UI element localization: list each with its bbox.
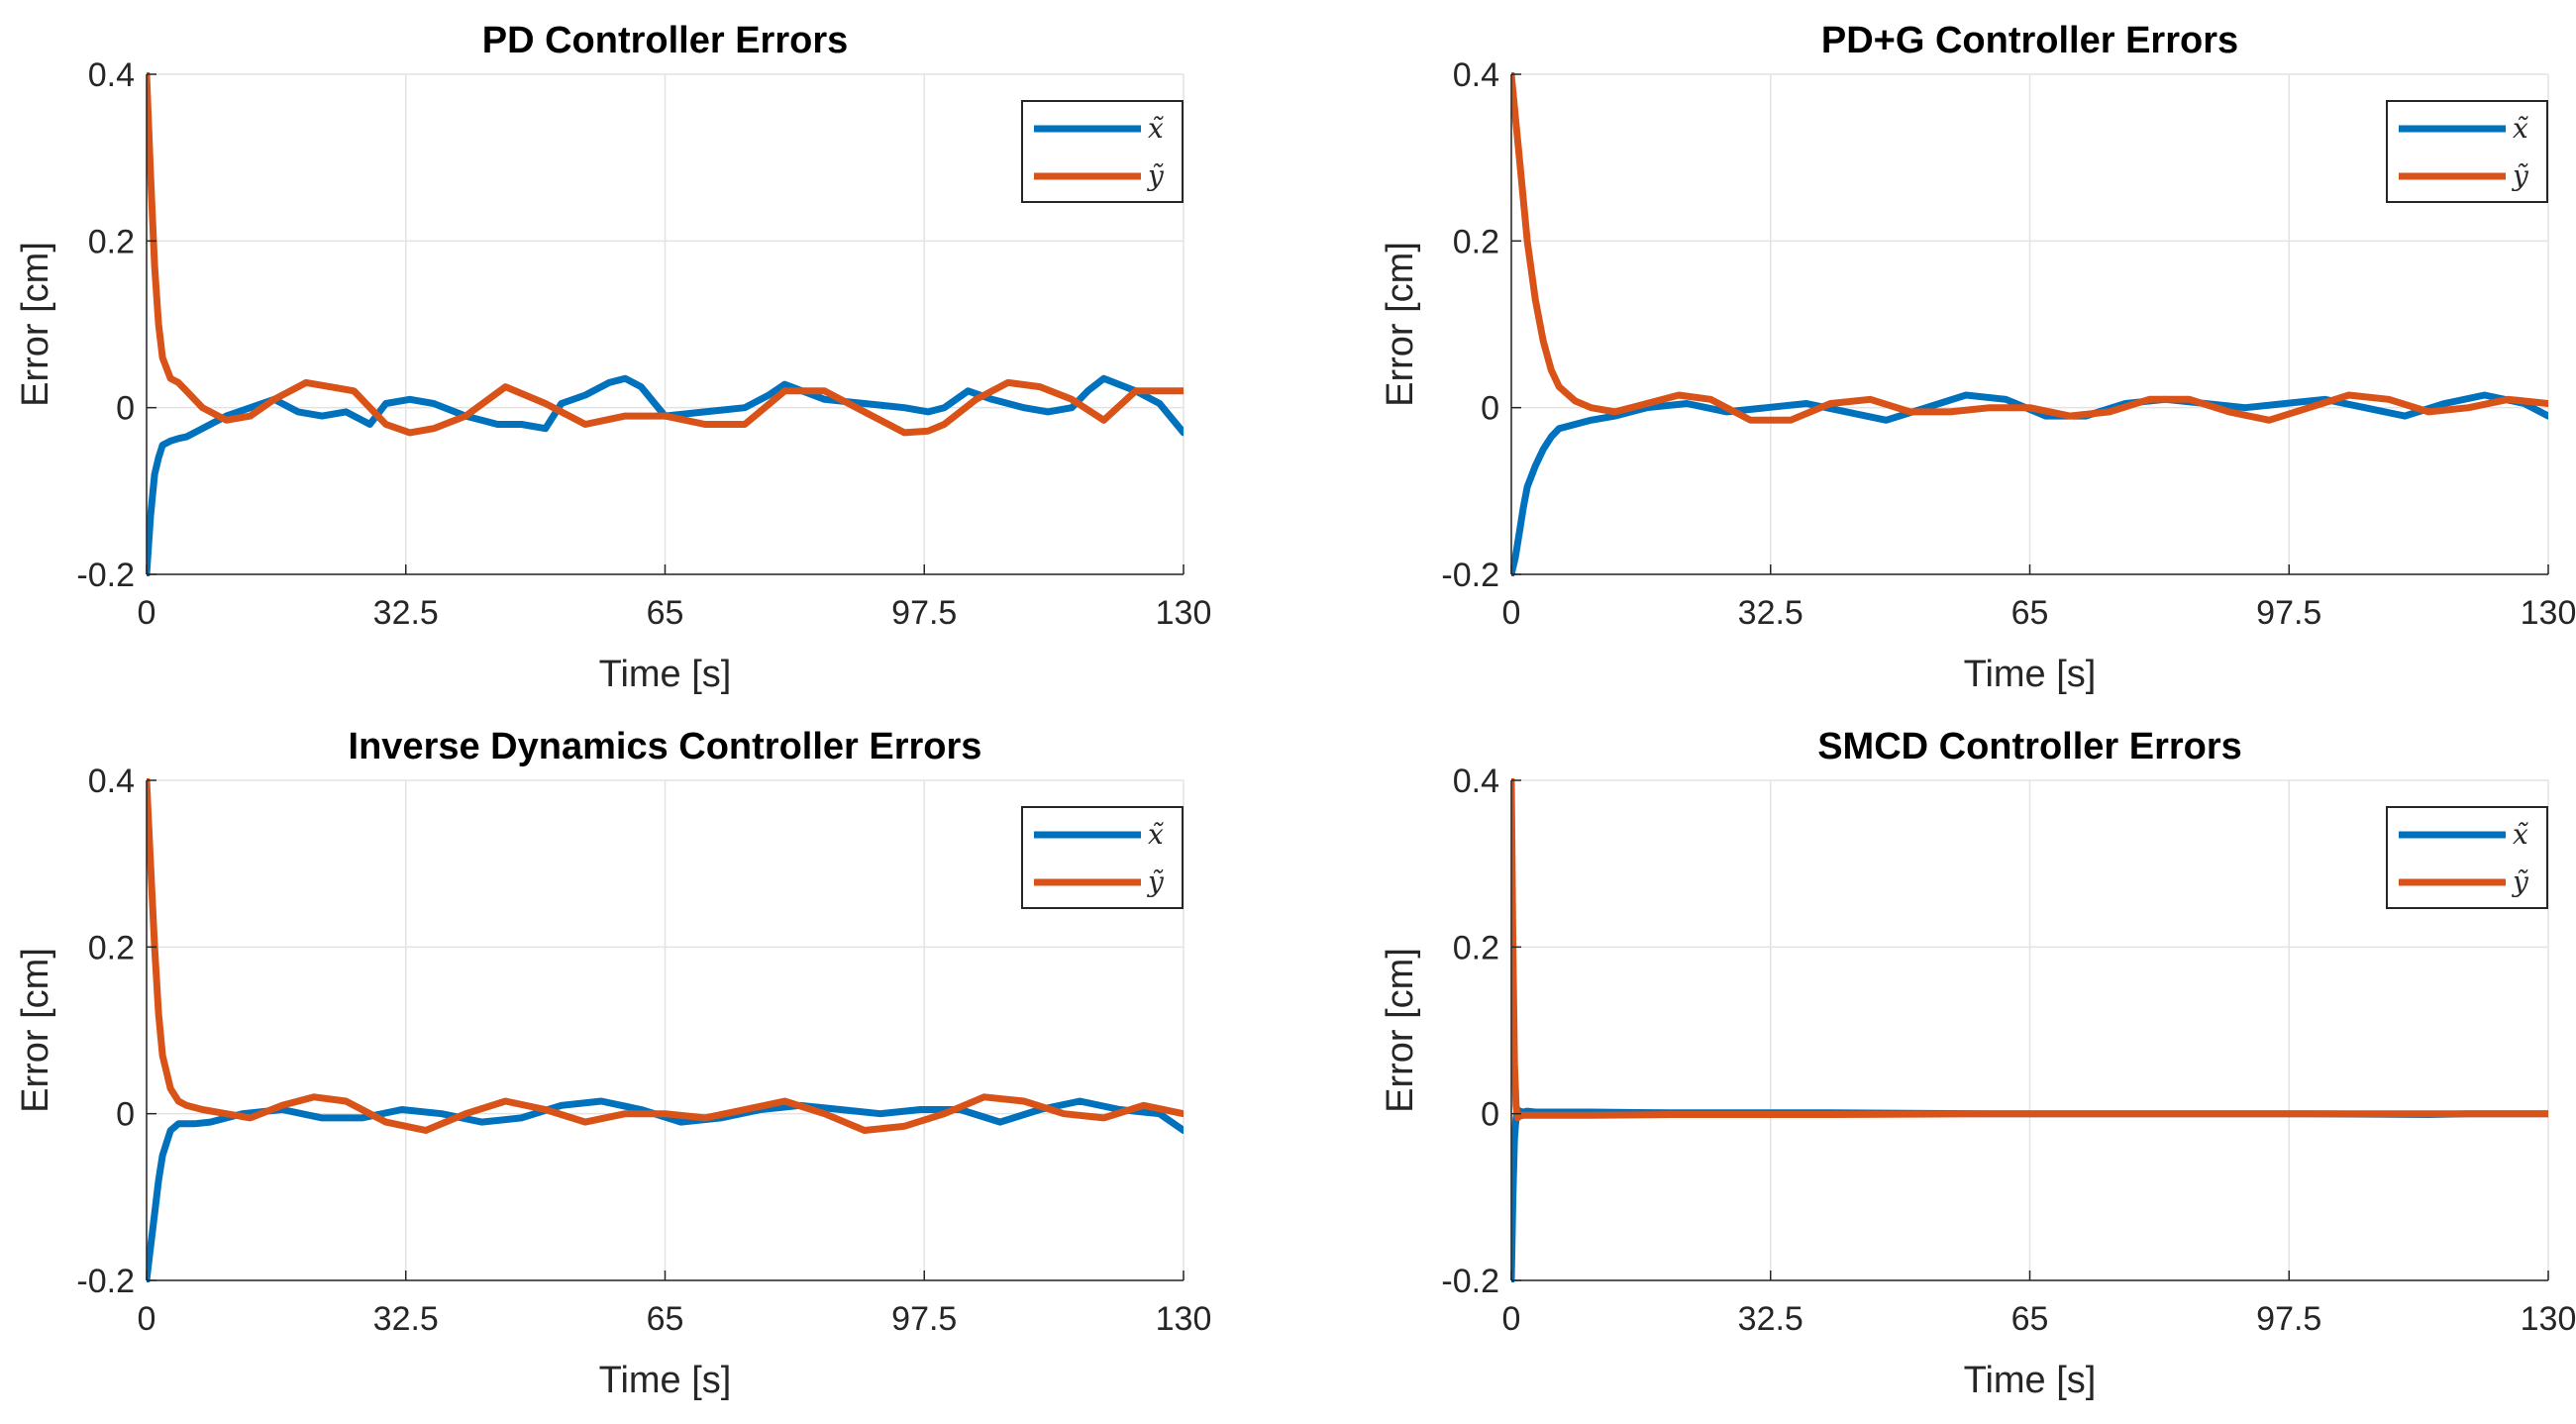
x-tick-label: 32.5 <box>1738 594 1803 632</box>
legend-label-y: ỹ <box>2511 159 2529 192</box>
y-tick-label: 0.4 <box>1453 56 1499 94</box>
x-tick-label: 0 <box>1502 594 1521 632</box>
y-axis-label: Error [cm] <box>15 242 56 407</box>
y-tick-label: -0.2 <box>76 557 135 594</box>
legend-label-x: x̃ <box>1148 818 1164 851</box>
legend-label-y: ỹ <box>2511 865 2529 898</box>
series-line-x <box>147 1097 1184 1282</box>
x-tick-label: 130 <box>1156 594 1212 632</box>
x-tick-label: 65 <box>647 1300 684 1338</box>
x-axis-label: Time [s] <box>1964 1360 2097 1401</box>
y-tick-label: 0.4 <box>88 763 135 800</box>
x-tick-label: 130 <box>2521 594 2576 632</box>
chart-panel-2: 0 32.5 65 97.5 130-0.200.20.4PD+G Controller… <box>1380 20 2576 695</box>
y-tick-label: -0.2 <box>76 1263 135 1300</box>
x-tick-label: 32.5 <box>373 1300 439 1338</box>
x-tick-label: 65 <box>2011 594 2049 632</box>
x-tick-label: 0 <box>1502 1300 1521 1338</box>
x-tick-label: 0 <box>138 594 156 632</box>
series-line-y <box>147 72 1184 437</box>
x-tick-label: 0 <box>138 1300 156 1338</box>
chart-title: PD Controller Errors <box>482 20 849 61</box>
y-tick-label: 0 <box>1481 390 1499 428</box>
y-tick-label: 0 <box>116 390 135 428</box>
y-tick-label: 0.4 <box>88 56 135 94</box>
x-tick-label: 97.5 <box>891 1300 957 1338</box>
legend-label-y: ỹ <box>1146 159 1165 192</box>
y-axis-label: Error [cm] <box>1380 242 1421 407</box>
chart-title: Inverse Dynamics Controller Errors <box>349 726 982 767</box>
legend-box <box>1021 806 1184 909</box>
y-tick-label: 0.4 <box>1453 763 1499 800</box>
legend-box <box>2386 806 2548 909</box>
series-line-y <box>147 778 1184 1134</box>
legend: x̃ ỹ <box>1021 100 1184 203</box>
x-axis-label: Time [s] <box>599 1360 732 1401</box>
x-tick-label: 65 <box>647 594 684 632</box>
x-tick-label: 130 <box>1156 1300 1212 1338</box>
legend: x̃ ỹ <box>1021 806 1184 909</box>
y-tick-label: 0.2 <box>88 223 135 260</box>
series-line-x <box>147 374 1184 576</box>
chart-title: PD+G Controller Errors <box>1821 20 2238 61</box>
legend-label-x: x̃ <box>2513 112 2528 145</box>
chart-panel-1: 0 32.5 65 97.5 130-0.200.20.4PD Controller E… <box>15 20 1211 695</box>
series-line-y <box>1511 72 2548 424</box>
x-axis-label: Time [s] <box>1964 654 2097 695</box>
legend-box <box>2386 100 2548 203</box>
x-tick-label: 97.5 <box>891 594 957 632</box>
legend-label-x: x̃ <box>2513 818 2528 851</box>
x-axis-label: Time [s] <box>599 654 732 695</box>
x-tick-label: 65 <box>2011 1300 2049 1338</box>
y-axis-label: Error [cm] <box>1380 948 1421 1113</box>
y-tick-label: -0.2 <box>1441 1263 1499 1300</box>
y-tick-label: -0.2 <box>1441 557 1499 594</box>
y-tick-label: 0.2 <box>1453 223 1499 260</box>
chart-title: SMCD Controller Errors <box>1817 726 2242 767</box>
x-tick-label: 130 <box>2521 1300 2576 1338</box>
x-tick-label: 32.5 <box>373 594 439 632</box>
x-tick-label: 97.5 <box>2256 594 2321 632</box>
y-axis-label: Error [cm] <box>15 948 56 1113</box>
y-tick-label: 0 <box>1481 1096 1499 1134</box>
series-line-y <box>1511 778 2548 1122</box>
legend-label-x: x̃ <box>1148 112 1164 145</box>
x-tick-label: 97.5 <box>2256 1300 2321 1338</box>
x-tick-label: 32.5 <box>1738 1300 1803 1338</box>
y-tick-label: 0.2 <box>1453 929 1499 966</box>
legend-label-y: ỹ <box>1146 865 1165 898</box>
legend: x̃ ỹ <box>2386 806 2548 909</box>
y-tick-label: 0 <box>116 1096 135 1134</box>
y-tick-label: 0.2 <box>88 929 135 966</box>
legend: x̃ ỹ <box>2386 100 2548 203</box>
legend-box <box>1021 100 1184 203</box>
